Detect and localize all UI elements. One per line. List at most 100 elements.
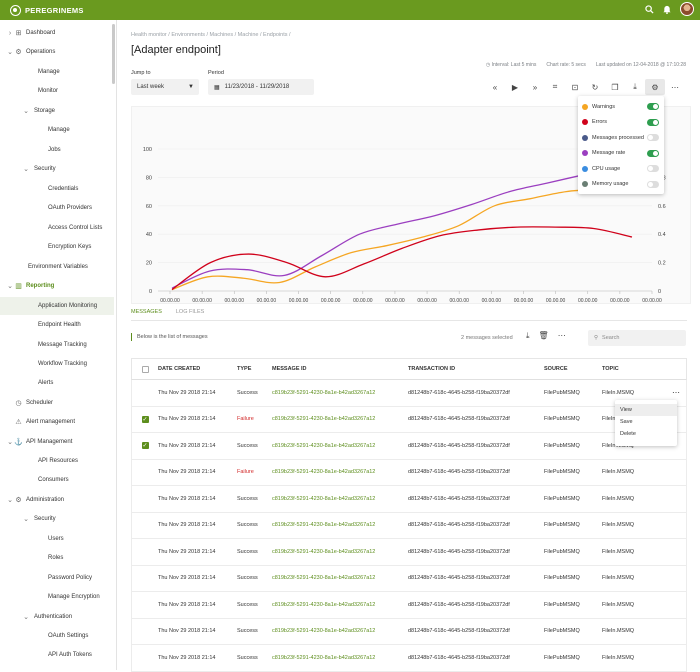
select-all-checkbox[interactable]	[141, 365, 149, 373]
menu-item-save[interactable]: Save	[620, 419, 633, 425]
col-message-id[interactable]: MESSAGE ID	[272, 366, 307, 372]
period-input[interactable]: ▦ 11/23/2018 - 11/29/2018	[208, 79, 314, 95]
sidebar-item-alert-management[interactable]: ⚠ Alert management	[0, 413, 114, 431]
search-input[interactable]: ⚲ Search	[588, 330, 686, 346]
sidebar-item-password-policy[interactable]: Password Policy	[0, 569, 114, 587]
download-icon[interactable]: ⤓	[633, 82, 637, 91]
trash-icon[interactable]: 🗑	[538, 331, 549, 340]
rewind-icon[interactable]: «	[492, 82, 498, 92]
cell-message-id[interactable]: c819b23f-5291-4230-8a1e-b42ad3267a12	[272, 416, 376, 423]
cell-message-id[interactable]: c819b23f-5291-4230-8a1e-b42ad3267a12	[272, 548, 376, 555]
sidebar-item-message-tracking[interactable]: Message Tracking	[0, 336, 114, 354]
fast-forward-icon[interactable]: »	[532, 82, 538, 92]
toggle-switch[interactable]	[647, 134, 659, 141]
col-transaction-id[interactable]: TRANSACTION ID	[408, 366, 456, 372]
cell-message-id[interactable]: c819b23f-5291-4230-8a1e-b42ad3267a12	[272, 522, 376, 529]
sidebar-item-manage[interactable]: Manage	[0, 63, 114, 81]
download-icon[interactable]: ⤓	[526, 331, 530, 340]
table-row[interactable]: Thu Nov 29 2018 21:14 Success c819b23f-5…	[131, 512, 687, 539]
sidebar-item-reporting[interactable]: ⌄ ▥ Reporting	[0, 277, 114, 295]
cell-message-id[interactable]: c819b23f-5291-4230-8a1e-b42ad3267a12	[272, 628, 376, 635]
table-row[interactable]: Thu Nov 29 2018 21:14 Failure c819b23f-5…	[131, 459, 687, 486]
sidebar-item-manage-encryption[interactable]: Manage Encryption	[0, 588, 114, 606]
col-source[interactable]: SOURCE	[544, 366, 568, 372]
sidebar-item-monitor[interactable]: Monitor	[0, 82, 114, 100]
table-row[interactable]: Thu Nov 29 2018 21:14 Success c819b23f-5…	[131, 486, 687, 513]
brand-logo[interactable]: PEREGRINEMS	[10, 4, 84, 16]
cell-message-id[interactable]: c819b23f-5291-4230-8a1e-b42ad3267a12	[272, 469, 376, 476]
table-row[interactable]: Thu Nov 29 2018 21:14 Success c819b23f-5…	[131, 565, 687, 592]
row-checkbox[interactable]: ✓	[141, 415, 149, 423]
col-type[interactable]: TYPE	[237, 366, 252, 372]
toggle-switch[interactable]	[647, 165, 659, 172]
table-row[interactable]: Thu Nov 29 2018 21:14 Success c819b23f-5…	[131, 645, 687, 672]
search-icon[interactable]	[645, 4, 654, 14]
copy-icon[interactable]: ❐	[611, 82, 619, 92]
sidebar-item-storage[interactable]: ⌄ Storage	[0, 102, 114, 120]
sidebar-item-api-resources[interactable]: API Resources	[0, 452, 114, 470]
sidebar-item-credentials[interactable]: Credentials	[0, 180, 114, 198]
col-date[interactable]: DATE CREATED	[158, 366, 201, 372]
interval-text[interactable]: ◷ Interval: Last 5 mins	[485, 62, 537, 68]
sidebar-item-alerts[interactable]: Alerts	[0, 374, 114, 392]
sidebar-item-administration[interactable]: ⌄ ⚙ Administration	[0, 491, 114, 509]
sidebar-item-operations[interactable]: ⌄ ⚙ Operations	[0, 43, 114, 61]
play-icon[interactable]: ▶	[511, 82, 519, 92]
sidebar-item-security[interactable]: ⌄ Security	[0, 160, 114, 178]
sidebar-scrollbar[interactable]	[112, 24, 115, 84]
sidebar-item-oauth-providers[interactable]: OAuth Providers	[0, 199, 114, 217]
crop-rotate-icon[interactable]: ⊡	[571, 82, 579, 92]
sidebar-item-security[interactable]: ⌄ Security	[0, 510, 114, 528]
sidebar-item-scheduler[interactable]: ◷ Scheduler	[0, 394, 114, 412]
chart-rate-text[interactable]: Chart rate: 5 secs	[546, 62, 586, 68]
table-row[interactable]: Thu Nov 29 2018 21:14 Success c819b23f-5…	[131, 618, 687, 645]
more-icon[interactable]: ⋯	[557, 331, 566, 340]
table-row[interactable]: Thu Nov 29 2018 21:14 Success c819b23f-5…	[131, 592, 687, 619]
cell-message-id[interactable]: c819b23f-5291-4230-8a1e-b42ad3267a12	[272, 601, 376, 608]
sidebar-item-endpoint-health[interactable]: Endpoint Health	[0, 316, 114, 334]
row-checkbox[interactable]: ✓	[141, 442, 149, 450]
cell-message-id[interactable]: c819b23f-5291-4230-8a1e-b42ad3267a12	[272, 654, 376, 661]
sidebar-item-api-management[interactable]: ⌄ ⚓ API Management	[0, 433, 114, 451]
sidebar-item-environment-variables[interactable]: Environment Variables	[0, 258, 114, 276]
cell-message-id[interactable]: c819b23f-5291-4230-8a1e-b42ad3267a12	[272, 389, 376, 396]
user-avatar[interactable]	[680, 2, 694, 16]
refresh-icon[interactable]: ↻	[591, 82, 599, 92]
sidebar-item-roles[interactable]: Roles	[0, 549, 114, 567]
more-icon[interactable]: ⋯	[671, 82, 679, 92]
sidebar-item-oauth-settings[interactable]: OAuth Settings	[0, 627, 114, 645]
table-row[interactable]: ✓ Thu Nov 29 2018 21:14 Failure c819b23f…	[131, 406, 687, 433]
breadcrumb[interactable]: Health monitor / Environments / Machines…	[131, 32, 291, 38]
settings-gear-icon[interactable]: ⚙	[645, 79, 665, 95]
cell-message-id[interactable]: c819b23f-5291-4230-8a1e-b42ad3267a12	[272, 495, 376, 502]
toggle-switch[interactable]	[647, 149, 659, 157]
menu-item-delete[interactable]: Delete	[620, 431, 636, 437]
cell-message-id[interactable]: c819b23f-5291-4230-8a1e-b42ad3267a12	[272, 442, 376, 449]
crop-icon[interactable]: ⌗	[552, 82, 558, 91]
toggle-switch[interactable]	[647, 103, 659, 110]
menu-item-view[interactable]: View	[615, 404, 677, 416]
sidebar-item-access-control-lists[interactable]: Access Control Lists	[0, 219, 114, 237]
toggle-switch[interactable]	[647, 118, 659, 126]
sidebar-item-dashboard[interactable]: › ⊞ Dashboard	[0, 24, 114, 42]
toggle-switch[interactable]	[647, 180, 659, 188]
sidebar-item-application-monitoring[interactable]: Application Monitoring	[0, 297, 114, 315]
sidebar-item-encryption-keys[interactable]: Encryption Keys	[0, 238, 114, 256]
sidebar-item-label: Storage	[34, 108, 56, 114]
sidebar-item-consumers[interactable]: Consumers	[0, 471, 114, 489]
sidebar-item-users[interactable]: Users	[0, 530, 114, 548]
tab-log-files[interactable]: LOG FILES	[175, 309, 205, 315]
sidebar-item-authentication[interactable]: ⌄ Authentication	[0, 608, 114, 626]
sidebar-item-jobs[interactable]: Jobs	[0, 141, 114, 159]
sidebar-item-manage[interactable]: Manage	[0, 121, 114, 139]
sidebar-item-api-auth-tokens[interactable]: API Auth Tokens	[0, 646, 114, 664]
row-more-icon[interactable]: ⋯	[672, 388, 680, 398]
table-row[interactable]: Thu Nov 29 2018 21:14 Success c819b23f-5…	[131, 539, 687, 566]
bell-icon[interactable]	[663, 5, 671, 14]
table-row[interactable]: Thu Nov 29 2018 21:14 Success c819b23f-5…	[131, 380, 687, 407]
sidebar-item-workflow-tracking[interactable]: Workflow Tracking	[0, 355, 114, 373]
jump-select[interactable]: Last week ▼	[131, 79, 199, 95]
cell-message-id[interactable]: c819b23f-5291-4230-8a1e-b42ad3267a12	[272, 575, 376, 582]
table-row[interactable]: ✓ Thu Nov 29 2018 21:14 Success c819b23f…	[131, 433, 687, 460]
col-topic[interactable]: TOPIC	[602, 366, 619, 372]
